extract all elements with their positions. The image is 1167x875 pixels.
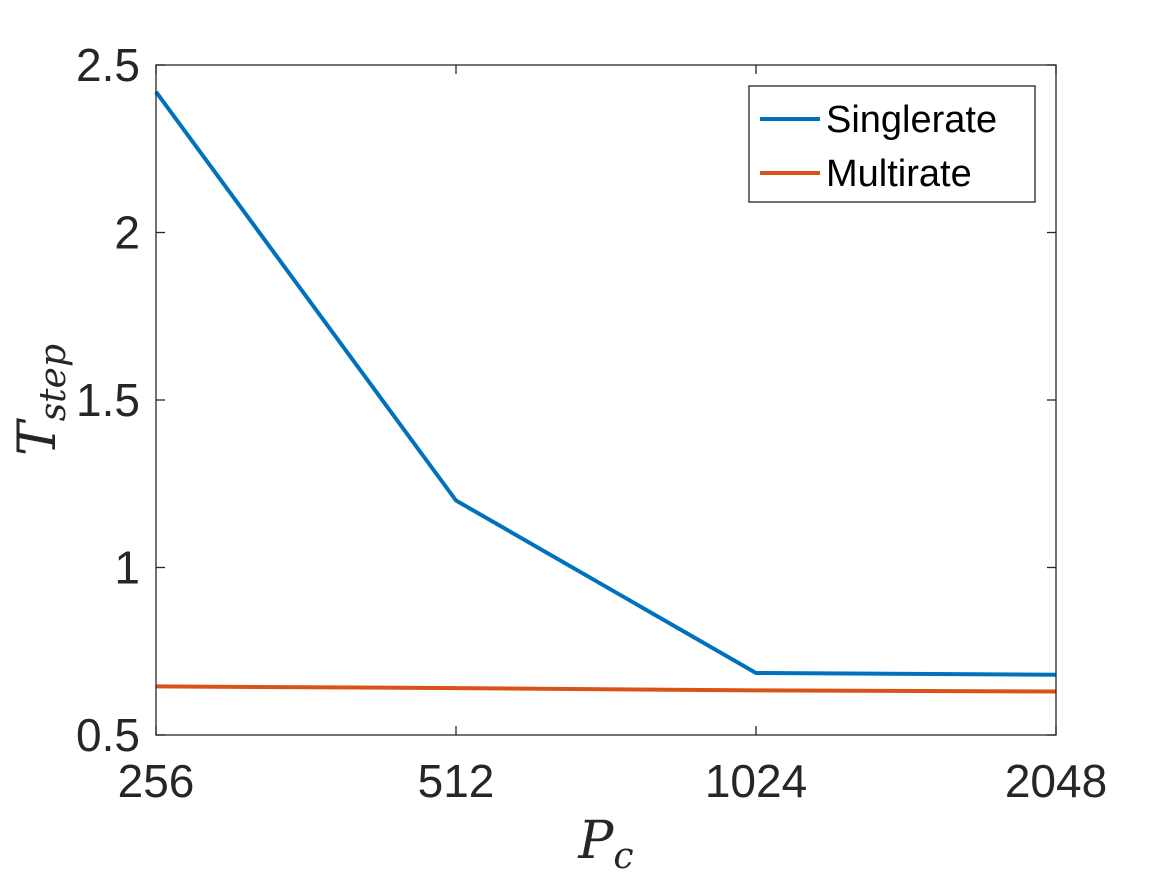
x-tick-label: 256 [118,755,195,807]
y-axis-label: Tstep [8,344,74,456]
x-axis-label: Pc [577,811,633,875]
legend: Singlerate Multirate [748,85,1036,203]
axis-ticks [155,64,1057,736]
x-tick-label: 1024 [705,755,807,807]
x-axis-label-main: P [577,811,614,871]
x-tick-labels: 256 512 1024 2048 [118,755,1108,807]
legend-label-multirate: Multirate [826,153,972,195]
x-tick-label: 512 [418,755,495,807]
y-tick-label: 1.5 [76,374,140,426]
y-tick-label: 1 [114,542,140,594]
y-axis-label-main: T [8,418,68,456]
series-line-multirate [155,684,1057,694]
legend-label-singlerate: Singlerate [826,99,997,141]
series-line-singlerate [154,90,1057,677]
y-axis-label-sub: step [33,344,74,421]
y-tick-label: 2.5 [76,39,140,91]
y-tick-label: 2 [114,207,140,259]
x-axis-label-sub: c [613,836,633,875]
y-tick-label: 0.5 [76,709,140,761]
y-tick-labels: 0.5 1 1.5 2 2.5 [76,39,140,761]
legend-box [748,85,1036,203]
x-tick-label: 2048 [1005,755,1107,807]
